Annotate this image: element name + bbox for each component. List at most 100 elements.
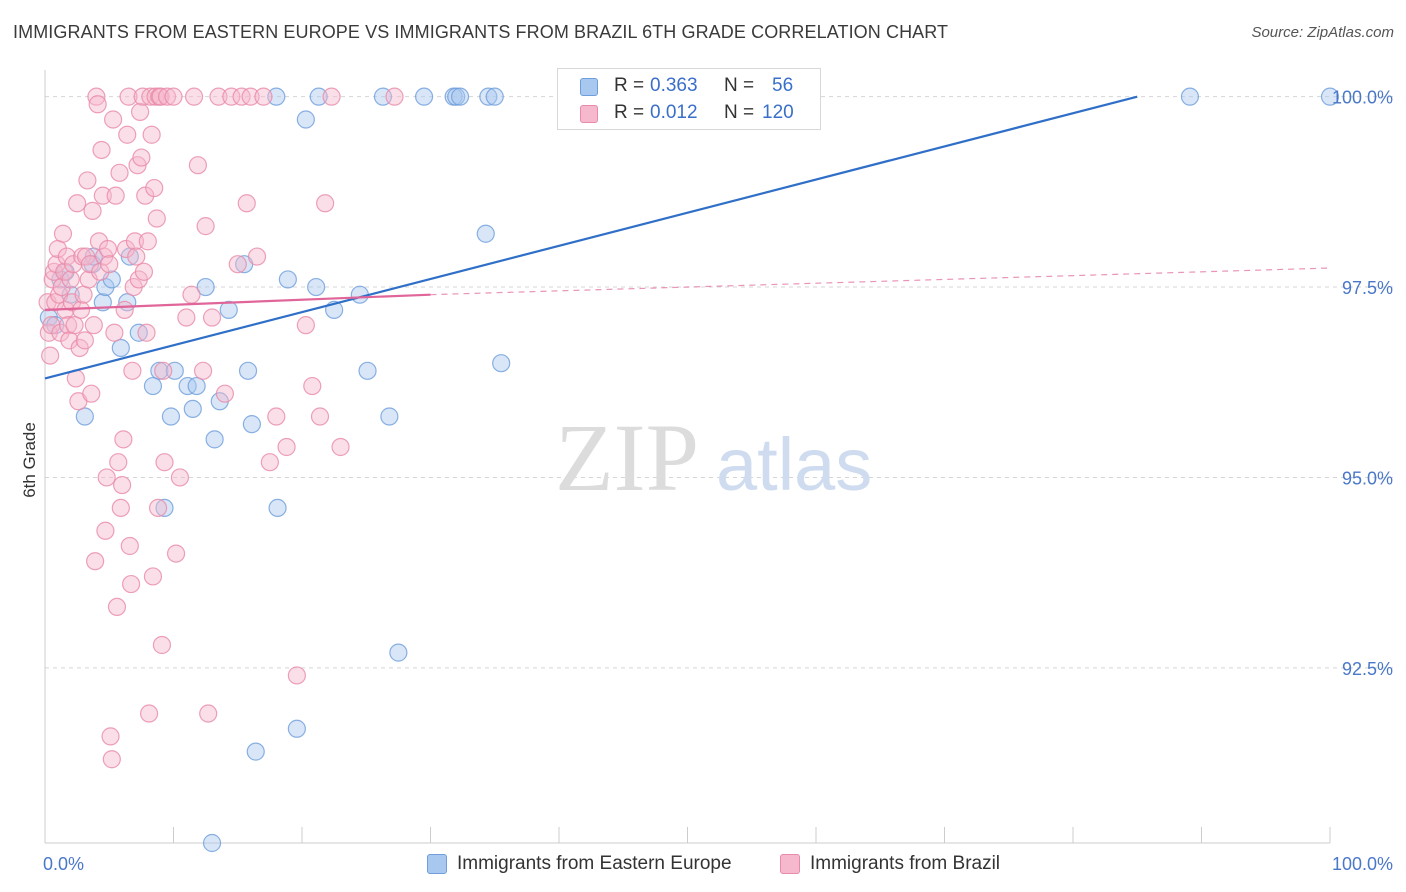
legend-r-label: R = [614, 75, 645, 96]
brazil-point [80, 255, 100, 274]
brazil-point [118, 125, 137, 144]
brazil-point [188, 156, 208, 175]
y-tick-label: 92.5% [1342, 659, 1393, 679]
brazil-point [154, 361, 173, 380]
eastern-europe-point [219, 300, 238, 319]
brazil-point [83, 201, 102, 220]
eastern-europe-point [296, 110, 315, 129]
brazil-point [196, 217, 215, 236]
brazil-point [132, 148, 151, 167]
eastern-europe-point [307, 277, 326, 297]
brazil-point [53, 224, 73, 243]
brazil-point [59, 316, 78, 335]
brazil-point [177, 308, 196, 327]
brazil-point [112, 475, 132, 495]
brazil-point [121, 574, 141, 594]
brazil-point [104, 110, 123, 129]
brazil-point [110, 163, 129, 182]
brazil-point [100, 255, 119, 274]
bottom-legend-label: Immigrants from Eastern Europe [457, 853, 732, 874]
eastern-europe-point [358, 361, 377, 380]
brazil-point [74, 285, 93, 304]
brazil-point [88, 95, 107, 114]
brazil-point [151, 87, 170, 106]
eastern-europe-point [309, 87, 328, 106]
legend-r-value: 0.012 [650, 102, 698, 123]
eastern-europe-trend-line [44, 95, 1138, 380]
eastern-europe-point [389, 643, 408, 662]
brazil-point [78, 171, 97, 190]
y-tick-label: 100.0% [1332, 88, 1393, 108]
brazil-point [71, 300, 91, 319]
eastern-europe-point [129, 323, 148, 342]
brazil-trend-line [44, 293, 431, 311]
brazil-point [164, 87, 183, 106]
brazil-point [296, 316, 315, 335]
bottom-legend-swatch-blue [427, 854, 447, 874]
eastern-europe-point [380, 407, 399, 426]
brazil-point [143, 567, 163, 586]
brazil-point [310, 407, 330, 426]
brazil-point [287, 666, 306, 685]
eastern-europe-point [187, 376, 206, 396]
brazil-point [98, 239, 118, 259]
brazil-point [97, 468, 116, 487]
brazil-point [147, 209, 166, 228]
x-tick-label: 0.0% [43, 854, 84, 874]
watermark-atlas: atlas [716, 423, 872, 506]
brazil-point [254, 87, 273, 106]
legend-swatch-pink [580, 105, 598, 123]
eastern-europe-point [196, 277, 215, 297]
brazil-point [115, 300, 134, 319]
legend-box: R = 0.363 N = 56 R = 0.012 N = 120 [557, 68, 821, 130]
eastern-europe-point [476, 224, 495, 243]
chart-title: IMMIGRANTS FROM EASTERN EUROPE VS IMMIGR… [13, 22, 949, 42]
brazil-point [331, 437, 350, 457]
eastern-europe-point [492, 354, 511, 373]
brazil-point [92, 140, 111, 160]
brazil-point [87, 87, 106, 106]
y-tick-label: 97.5% [1342, 278, 1393, 298]
brazil-point [105, 323, 124, 342]
brazil-point [228, 255, 247, 274]
eastern-europe-point [143, 376, 163, 396]
eastern-europe-point [414, 87, 434, 106]
eastern-europe-point [1320, 87, 1340, 106]
brazil-point [322, 87, 341, 106]
eastern-europe-point [238, 361, 258, 380]
brazil-point [86, 552, 105, 571]
brazil-point [152, 635, 172, 655]
brazil-point [102, 750, 121, 769]
legend-n-value: 120 [762, 102, 794, 123]
brazil-point [316, 194, 335, 213]
brazil-point [65, 316, 84, 335]
grid-lines [45, 96, 1393, 669]
watermark: ZIP atlas [555, 404, 872, 511]
brazil-point [202, 308, 222, 327]
eastern-europe-point [268, 498, 287, 518]
brazil-point [96, 521, 115, 540]
brazil-point [93, 186, 112, 205]
brazil-point [57, 247, 76, 266]
brazil-point [170, 468, 190, 487]
brazil-point [107, 597, 127, 617]
brazil-point [260, 453, 279, 472]
brazil-point [155, 453, 174, 472]
watermark-zip: ZIP [555, 404, 699, 511]
brazil-point [114, 430, 133, 449]
brazil-point [111, 498, 130, 518]
legend-n-label: N = [724, 75, 755, 96]
brazil-point [82, 384, 101, 403]
eastern-europe-point [205, 430, 224, 449]
eastern-europe-point [278, 270, 297, 289]
eastern-europe-point [202, 833, 222, 853]
legend-n-value: 56 [772, 75, 794, 96]
brazil-point [134, 262, 154, 281]
legend-r-label: R = [614, 102, 645, 123]
brazil-point [123, 361, 142, 380]
brazil-point [303, 376, 322, 396]
legend-r-value: 0.363 [650, 75, 698, 96]
source-label: Source: ZipAtlas.com [1251, 24, 1394, 41]
brazil-point [138, 232, 157, 251]
brazil-point [199, 704, 218, 723]
